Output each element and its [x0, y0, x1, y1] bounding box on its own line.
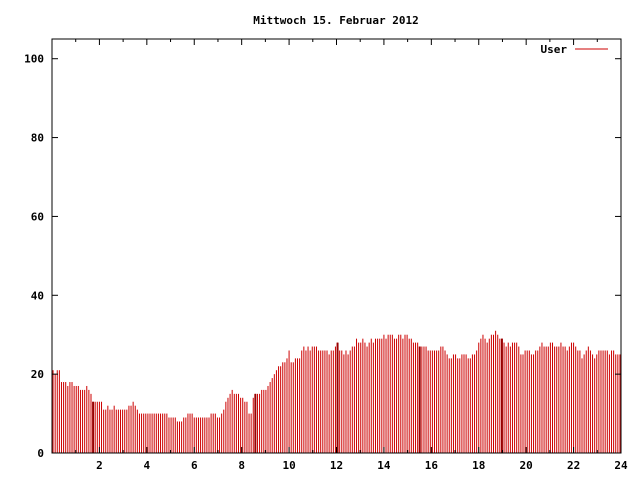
- y-tick-label: 0: [37, 447, 44, 460]
- x-tick-label: 22: [567, 459, 580, 472]
- y-tick-label: 100: [24, 53, 44, 66]
- marker-bars-layer: [92, 338, 503, 453]
- x-tick-label: 16: [425, 459, 439, 472]
- y-axis: 0 20 40 60 80 100: [24, 53, 621, 460]
- chart-title: Mittwoch 15. Februar 2012: [253, 14, 419, 27]
- x-tick-label: 18: [472, 459, 485, 472]
- x-tick-label: 2: [96, 459, 103, 472]
- x-tick-label: 10: [282, 459, 295, 472]
- y-tick-label: 60: [31, 210, 44, 223]
- x-tick-label: 20: [520, 459, 533, 472]
- bars-layer: [52, 330, 621, 453]
- legend-label-user: User: [541, 43, 568, 56]
- x-tick-label: 24: [614, 459, 628, 472]
- x-tick-label: 14: [377, 459, 391, 472]
- legend: User: [541, 43, 608, 56]
- y-tick-label: 80: [31, 132, 44, 145]
- x-tick-label: 8: [238, 459, 245, 472]
- x-axis: 2 4 6 8 10 12 14 16 18 20 22 24: [75, 39, 628, 472]
- x-tick-label: 6: [191, 459, 198, 472]
- x-tick-label: 12: [330, 459, 343, 472]
- x-tick-label: 4: [144, 459, 151, 472]
- y-tick-label: 40: [31, 289, 44, 302]
- y-tick-label: 20: [31, 368, 44, 381]
